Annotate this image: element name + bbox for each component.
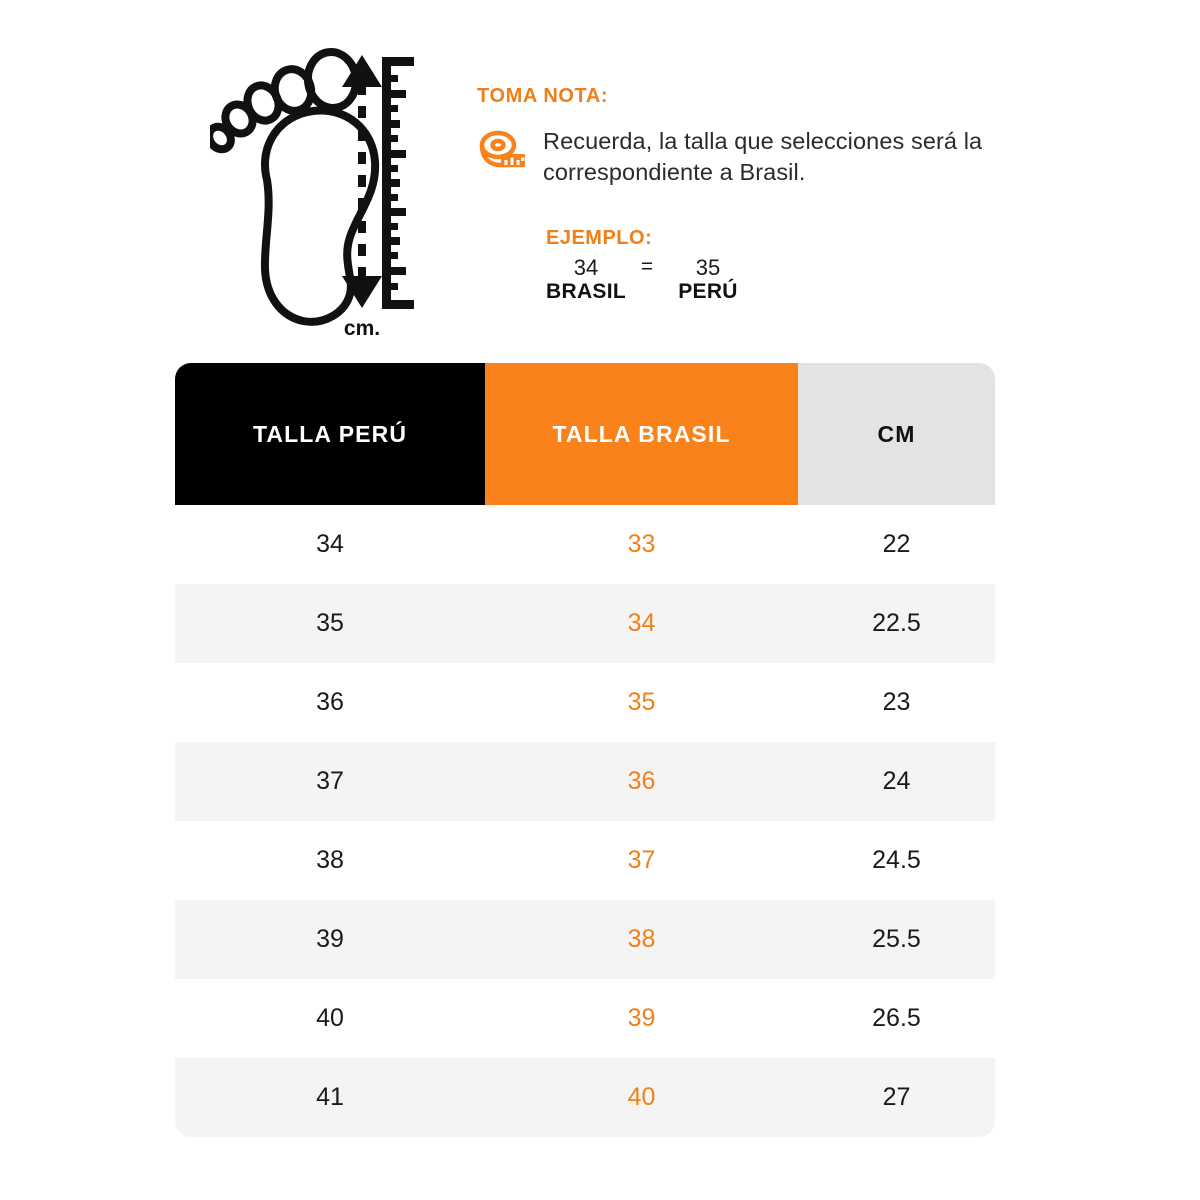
cell-talla-peru: 34 [316,530,344,558]
example-equals-sign: = [640,255,654,278]
cell-cm: 23 [882,688,911,716]
table-row: 41 40 27 [175,1058,995,1137]
note-block: TOMA NOTA: [477,86,997,187]
table-row: 34 33 22 [175,505,995,584]
cell-talla-peru: 37 [316,767,344,795]
example-right-label: PERÚ [678,280,738,304]
cell-cm: 22 [882,530,911,558]
cell-talla-peru: 40 [316,1004,344,1032]
cell-talla-brasil: 38 [627,925,656,953]
footprint-icon [210,48,380,326]
cell-cm: 27 [882,1083,911,1111]
example-grid: 34 = 35 BRASIL PERÚ [546,255,748,304]
cell-talla-peru: 35 [316,609,344,637]
note-title: TOMA NOTA: [477,85,609,107]
example-title: EJEMPLO: [546,227,653,249]
cell-talla-peru: 41 [316,1083,344,1111]
cell-talla-brasil: 34 [627,609,656,637]
table-header-talla-peru: TALLA PERÚ [175,363,485,505]
cell-cm: 24.5 [872,846,921,874]
cell-talla-brasil: 35 [627,688,656,716]
table-row: 38 37 24.5 [175,821,995,900]
example-left-value: 34 [573,255,599,280]
table-row: 39 38 25.5 [175,900,995,979]
example-left-label: BRASIL [546,280,626,304]
cell-cm: 24 [882,767,911,795]
table-row: 40 39 26.5 [175,979,995,1058]
cell-talla-brasil: 36 [627,767,656,795]
ruler-icon [382,57,414,309]
cell-talla-peru: 39 [316,925,344,953]
table-body: 34 33 22 35 34 22.5 36 35 23 37 36 24 38 37 24.5 39 38 25… [175,505,995,1137]
example-block: EJEMPLO: 34 = 35 BRASIL PERÚ [546,228,748,304]
cell-talla-brasil: 33 [627,530,656,558]
cell-cm: 25.5 [872,925,921,953]
info-section: cm. TOMA NOTA: [0,0,1200,355]
measuring-tape-icon [477,130,529,174]
cell-talla-peru: 38 [316,846,344,874]
unit-label: cm. [344,317,380,340]
table-header-row: TALLA PERÚ TALLA BRASIL CM [175,363,995,505]
cell-talla-brasil: 37 [627,846,656,874]
note-row: Recuerda, la talla que selecciones será … [477,124,997,187]
note-text: Recuerda, la talla que selecciones será … [543,128,983,185]
foot-measurement-illustration: cm. [210,45,440,340]
cell-cm: 26.5 [872,1004,921,1032]
cell-talla-brasil: 39 [627,1004,656,1032]
table-header-talla-brasil: TALLA BRASIL [485,363,798,505]
example-spacer [626,280,668,304]
example-right-value: 35 [695,255,721,280]
double-arrow-vertical-icon [342,55,382,308]
cell-talla-brasil: 40 [627,1083,656,1111]
table-row: 36 35 23 [175,663,995,742]
table-row: 37 36 24 [175,742,995,821]
cell-cm: 22.5 [872,609,921,637]
cell-talla-peru: 36 [316,688,344,716]
table-row: 35 34 22.5 [175,584,995,663]
table-header-cm: CM [798,363,995,505]
size-conversion-table: TALLA PERÚ TALLA BRASIL CM 34 33 22 35 34 22.… [175,363,995,1137]
